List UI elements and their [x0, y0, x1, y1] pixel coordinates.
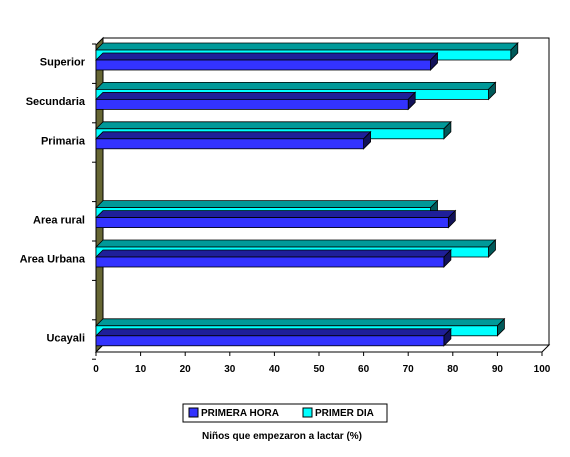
bar-primera-hora-secundaria: [95, 91, 417, 111]
bar-front-face: [95, 138, 365, 150]
y-axis: Superior Secundaria Primaria Area rural Area…: [20, 43, 96, 360]
bar-top-face: [95, 82, 497, 90]
bar-front-face: [95, 335, 445, 347]
bar-top-face: [95, 249, 452, 258]
legend-swatch-primera-hora: [188, 407, 199, 418]
bar-primera-hora-area-rural: [95, 209, 457, 229]
category-label-ucayali: Ucayali: [46, 333, 85, 345]
x-tick-label: 30: [224, 364, 236, 375]
x-tick-label: 80: [447, 364, 459, 375]
bar-primera-hora-area-urbana: [95, 249, 452, 268]
bar-front-face: [95, 59, 431, 71]
bar-top-face: [95, 328, 452, 337]
x-tick-label: 60: [358, 364, 370, 375]
x-tick-label: 20: [180, 364, 192, 375]
bar-primera-hora-superior: [95, 52, 439, 71]
bar-top-face: [95, 121, 452, 130]
x-tick-label: 90: [492, 364, 504, 375]
bars-group: [95, 42, 519, 347]
x-tick-label: 10: [135, 364, 147, 375]
x-axis-title: Niños que empezaron a lactar (%): [202, 431, 362, 442]
bar-top-face: [95, 210, 457, 219]
x-tick-label: 100: [534, 364, 551, 375]
bar-top-face: [95, 239, 497, 248]
category-label-area-rural: Area rural: [33, 214, 85, 226]
legend-label-primer-dia: PRIMER DIA: [315, 408, 374, 419]
legend-box: [182, 403, 388, 423]
bar-top-face: [95, 131, 372, 140]
legend: PRIMERA HORA PRIMER DIA: [182, 403, 388, 423]
x-tick-label: 50: [313, 364, 325, 375]
category-label-superior: Superior: [40, 57, 86, 69]
x-axis: 0 10 20 30 40 50 60 70 80 90 100: [93, 351, 551, 375]
x-tick-label: 40: [269, 364, 281, 375]
category-label-primaria: Primaria: [41, 136, 86, 148]
bar-top-face: [95, 42, 519, 51]
bar-primera-hora-primaria: [95, 130, 372, 150]
x-tick-label: 70: [403, 364, 415, 375]
x-tick-label: 0: [93, 364, 99, 375]
bar-top-face: [95, 92, 417, 100]
bar-top-face: [95, 318, 506, 327]
bar-front-face: [95, 256, 445, 268]
legend-label-primera-hora: PRIMERA HORA: [201, 408, 279, 419]
bar-front-face: [95, 99, 409, 110]
bar-top-face: [95, 52, 439, 61]
bar-top-face: [95, 200, 439, 209]
bar-primera-hora-ucayali: [95, 327, 452, 347]
category-label-secundaria: Secundaria: [26, 96, 86, 108]
category-label-area-urbana: Area Urbana: [20, 254, 86, 266]
bar-front-face: [95, 217, 449, 229]
legend-swatch-primer-dia: [302, 407, 313, 418]
